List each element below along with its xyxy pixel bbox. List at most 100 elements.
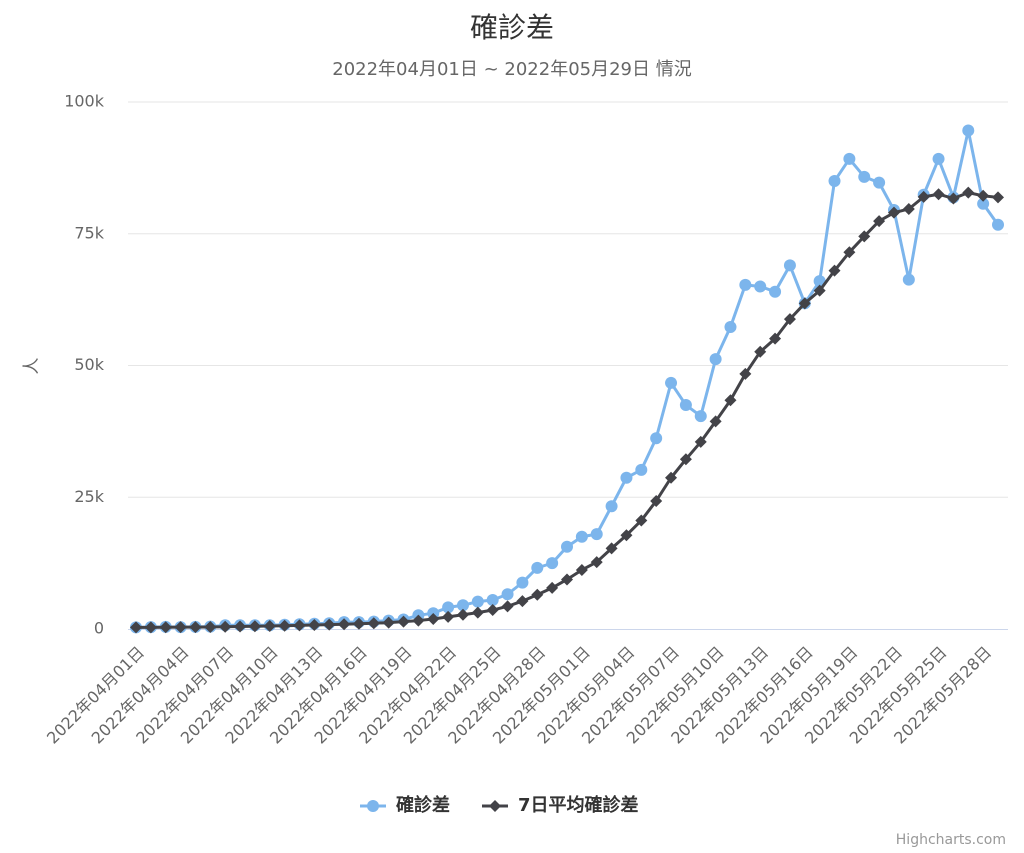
- point: [739, 278, 752, 291]
- point: [694, 410, 707, 423]
- point: [456, 608, 469, 621]
- point: [323, 618, 336, 631]
- point: [739, 367, 752, 380]
- credits: Highcharts.com: [896, 832, 1006, 848]
- point: [531, 561, 544, 574]
- point: [189, 621, 202, 634]
- point: [561, 573, 573, 586]
- point: [204, 620, 217, 633]
- point: [471, 606, 484, 619]
- point: [546, 557, 559, 570]
- point: [932, 188, 945, 201]
- point: [754, 345, 767, 358]
- point: [992, 218, 1004, 231]
- point: [932, 152, 945, 165]
- point: [397, 615, 410, 628]
- point: [293, 619, 306, 632]
- point: [977, 197, 990, 210]
- point: [590, 556, 603, 569]
- point: [531, 588, 544, 601]
- point: [486, 594, 499, 607]
- point: [278, 619, 291, 632]
- point: [769, 285, 782, 298]
- legend-label: 確診差: [396, 794, 450, 816]
- point: [635, 463, 648, 476]
- y-tick-label: 25k: [74, 487, 104, 506]
- point: [575, 563, 588, 576]
- point: [367, 617, 380, 630]
- legend-symbol: [367, 800, 379, 812]
- chart-subtitle: 2022年04月01日 ~ 2022年05月29日 情況: [332, 59, 691, 80]
- chart-title: 確診差: [470, 11, 554, 44]
- point: [843, 152, 856, 165]
- point: [130, 621, 142, 634]
- point: [873, 176, 886, 189]
- point: [635, 514, 648, 527]
- point: [754, 280, 767, 293]
- point: [665, 471, 678, 484]
- point: [962, 124, 975, 137]
- point: [620, 529, 633, 542]
- point: [917, 190, 930, 203]
- point: [665, 376, 678, 389]
- point: [546, 581, 559, 594]
- point: [590, 528, 603, 541]
- legend-symbol: [489, 800, 501, 812]
- series-line: [135, 128, 1000, 629]
- legend-item[interactable]: 7日平均確診差: [482, 794, 639, 816]
- point: [159, 621, 172, 634]
- point: [858, 170, 871, 183]
- point: [471, 595, 484, 608]
- point: [962, 186, 975, 199]
- point: [679, 399, 692, 412]
- point: [263, 619, 276, 632]
- point: [843, 246, 856, 259]
- point: [769, 332, 782, 345]
- point: [575, 530, 588, 543]
- point: [858, 230, 871, 243]
- point: [783, 313, 796, 326]
- point: [650, 494, 663, 507]
- y-tick-label: 100k: [64, 92, 105, 111]
- point: [308, 619, 321, 632]
- point: [561, 540, 573, 553]
- point: [144, 621, 157, 634]
- point: [501, 600, 514, 613]
- series-line: [135, 191, 999, 629]
- point: [724, 321, 737, 334]
- point: [724, 394, 737, 407]
- point: [516, 595, 529, 608]
- point: [828, 175, 841, 188]
- point: [338, 618, 351, 631]
- point: [650, 432, 663, 445]
- point: [828, 264, 841, 277]
- y-tick-label: 50k: [74, 355, 104, 374]
- point: [219, 620, 232, 633]
- point: [798, 297, 811, 310]
- point: [248, 620, 261, 633]
- point: [486, 604, 499, 617]
- point: [234, 620, 247, 633]
- point: [679, 453, 692, 466]
- point: [605, 542, 618, 555]
- point: [352, 617, 365, 630]
- point: [947, 192, 960, 205]
- point: [992, 191, 1004, 204]
- point: [709, 353, 722, 366]
- point: [902, 273, 915, 286]
- point: [977, 189, 990, 202]
- point: [605, 500, 618, 513]
- point: [783, 259, 796, 272]
- point: [456, 599, 469, 612]
- point: [516, 576, 529, 589]
- legend-item[interactable]: 確診差: [360, 794, 450, 816]
- point: [174, 621, 187, 634]
- point: [902, 202, 915, 215]
- point: [620, 471, 633, 484]
- point: [382, 616, 395, 629]
- point: [887, 206, 900, 219]
- y-tick-label: 75k: [74, 223, 104, 242]
- point: [427, 612, 440, 625]
- point: [813, 284, 826, 297]
